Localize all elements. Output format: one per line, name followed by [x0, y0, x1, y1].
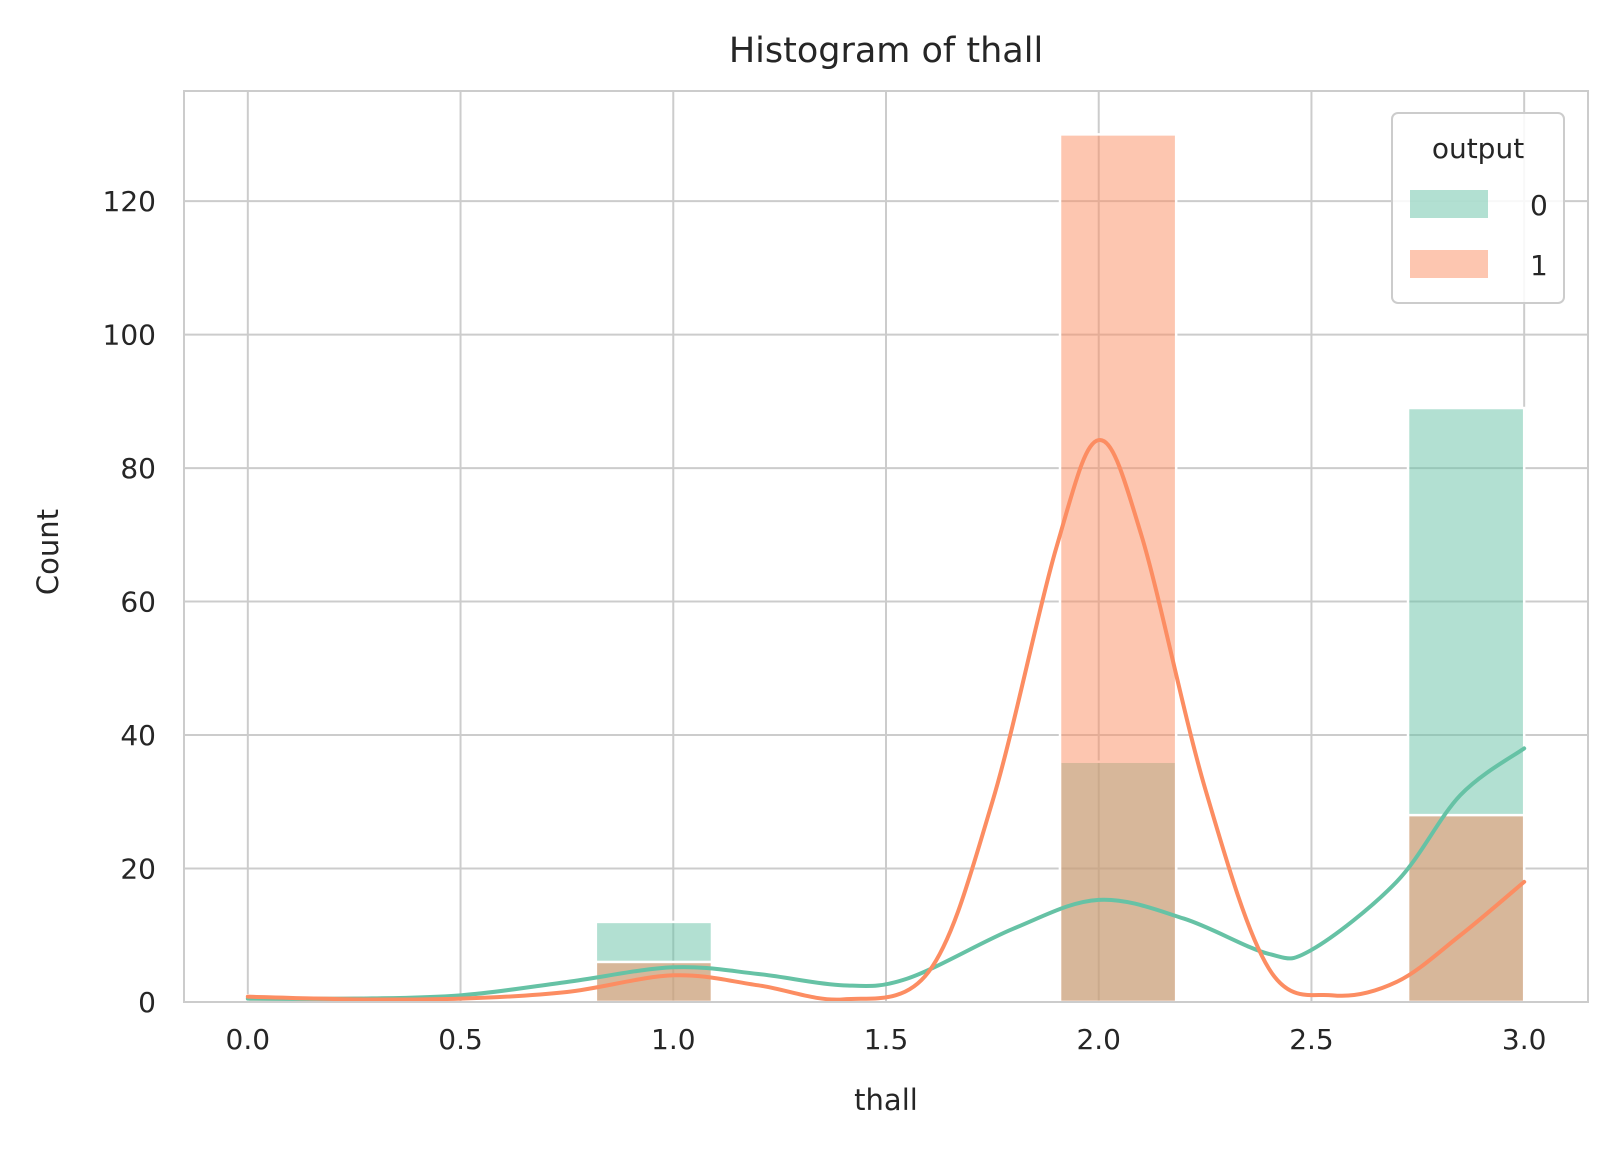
- kde-line-output-0: [245, 746, 1527, 1001]
- x-tick-label: 0.5: [438, 1023, 483, 1056]
- y-tick-label: 0: [138, 986, 156, 1019]
- x-tick-label: 2.5: [1289, 1023, 1334, 1056]
- x-tick-label: 2.0: [1076, 1023, 1121, 1056]
- legend-label-output-0: 0: [1530, 189, 1548, 222]
- chart-title: Histogram of thall: [729, 31, 1043, 71]
- y-tick-label: 60: [120, 586, 156, 619]
- legend-swatch-output-1: [1410, 250, 1488, 278]
- y-tick-label: 120: [103, 185, 156, 218]
- y-tick-label: 100: [103, 319, 156, 352]
- kde-line-output-1: [245, 438, 1527, 1002]
- x-tick-label: 1.0: [651, 1023, 696, 1056]
- legend-label-output-1: 1: [1530, 249, 1548, 282]
- y-tick-label: 20: [120, 853, 156, 886]
- kde-curves: [245, 438, 1527, 1002]
- grid-lines: [184, 91, 1588, 1003]
- plot-frame: [183, 90, 1589, 1003]
- legend: output 01: [1391, 112, 1565, 304]
- y-axis-label: Count: [31, 509, 65, 595]
- x-tick-label: 1.5: [864, 1023, 909, 1056]
- bar-output-1: [1406, 813, 1526, 1004]
- y-tick-label: 80: [120, 452, 156, 485]
- bar-output-1: [1058, 133, 1178, 1004]
- y-axis-ticks: 0 20 40 60 80 100 120: [103, 185, 156, 1019]
- x-axis-ticks: 0.0 0.5 1.0 1.5 2.0 2.5 3.0: [226, 1023, 1547, 1056]
- legend-items: 01: [1410, 189, 1548, 282]
- y-tick-label: 40: [120, 719, 156, 752]
- x-axis-label: thall: [854, 1083, 918, 1117]
- legend-swatch-output-0: [1410, 190, 1488, 218]
- x-tick-label: 3.0: [1502, 1023, 1547, 1056]
- x-tick-label: 0.0: [226, 1023, 271, 1056]
- legend-title: output: [1432, 132, 1524, 165]
